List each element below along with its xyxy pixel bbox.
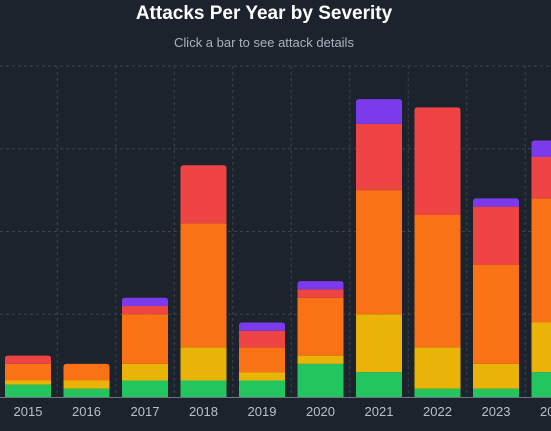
bar-2019-medium[interactable] bbox=[239, 372, 285, 381]
bar-2021-low[interactable] bbox=[356, 372, 402, 397]
x-tick-label: 2018 bbox=[189, 404, 218, 419]
bar-2019-extreme[interactable] bbox=[239, 322, 285, 331]
bar-2018-medium[interactable] bbox=[180, 347, 227, 381]
bar-2015-medium[interactable] bbox=[5, 380, 51, 385]
bar-2022-high[interactable] bbox=[414, 214, 461, 348]
bar-2024-low[interactable] bbox=[531, 372, 551, 397]
bar-2017-medium[interactable] bbox=[122, 363, 168, 381]
x-tick-label: 2022 bbox=[423, 404, 452, 419]
bar-2015-critical[interactable] bbox=[5, 355, 51, 364]
bar-2024-high[interactable] bbox=[531, 198, 551, 323]
bar-2023-medium[interactable] bbox=[473, 363, 519, 389]
bar-2020-low[interactable] bbox=[297, 363, 344, 397]
x-tick-label: 2017 bbox=[131, 404, 160, 419]
bar-2021-extreme[interactable] bbox=[356, 99, 402, 124]
bar-2019-low[interactable] bbox=[239, 380, 285, 397]
bar-2023-high[interactable] bbox=[473, 264, 519, 364]
bar-2022-critical[interactable] bbox=[414, 107, 461, 215]
bar-2021-critical[interactable] bbox=[356, 123, 402, 191]
x-tick-label: 2019 bbox=[248, 404, 277, 419]
bar-2016-high[interactable] bbox=[63, 363, 110, 381]
bar-2018-low[interactable] bbox=[180, 380, 227, 397]
bar-2017-high[interactable] bbox=[122, 314, 168, 364]
x-tick-label: 2015 bbox=[14, 404, 43, 419]
bar-2017-extreme[interactable] bbox=[122, 297, 168, 306]
bar-2024-critical[interactable] bbox=[531, 157, 551, 199]
bar-2024-medium[interactable] bbox=[531, 322, 551, 373]
bar-2022-medium[interactable] bbox=[414, 347, 461, 389]
x-tick-label: 2016 bbox=[72, 404, 101, 419]
bar-2023-extreme[interactable] bbox=[473, 198, 519, 207]
bar-2018-high[interactable] bbox=[180, 223, 227, 348]
bar-2016-low[interactable] bbox=[63, 388, 110, 397]
bar-2016-medium[interactable] bbox=[63, 380, 110, 389]
bar-2017-critical[interactable] bbox=[122, 305, 168, 315]
x-tick-label: 2023 bbox=[482, 404, 511, 419]
x-tick-label: 2021 bbox=[365, 404, 394, 419]
bar-2015-low[interactable] bbox=[5, 384, 51, 397]
bar-2021-medium[interactable] bbox=[356, 314, 402, 373]
bar-2023-critical[interactable] bbox=[473, 206, 519, 265]
x-tick-label: 2020 bbox=[306, 404, 335, 419]
bar-2022-low[interactable] bbox=[414, 388, 461, 397]
bar-2024-extreme[interactable] bbox=[531, 140, 551, 158]
bar-2021-high[interactable] bbox=[356, 190, 402, 315]
bar-2017-low[interactable] bbox=[122, 380, 168, 397]
x-tick-label: 2024 bbox=[540, 404, 551, 419]
bar-2015-high[interactable] bbox=[5, 363, 51, 381]
bar-2020-extreme[interactable] bbox=[297, 281, 344, 290]
chart-title: Attacks Per Year by Severity bbox=[135, 3, 393, 24]
bar-2020-critical[interactable] bbox=[297, 289, 344, 298]
bar-2018-critical[interactable] bbox=[180, 165, 227, 224]
bar-2020-medium[interactable] bbox=[297, 355, 344, 364]
bar-2019-high[interactable] bbox=[239, 347, 285, 373]
chart-subtitle: Click a bar to see attack details bbox=[174, 35, 354, 50]
bar-2020-high[interactable] bbox=[297, 297, 344, 356]
bar-2023-low[interactable] bbox=[473, 388, 519, 397]
bar-2019-critical[interactable] bbox=[239, 330, 285, 348]
